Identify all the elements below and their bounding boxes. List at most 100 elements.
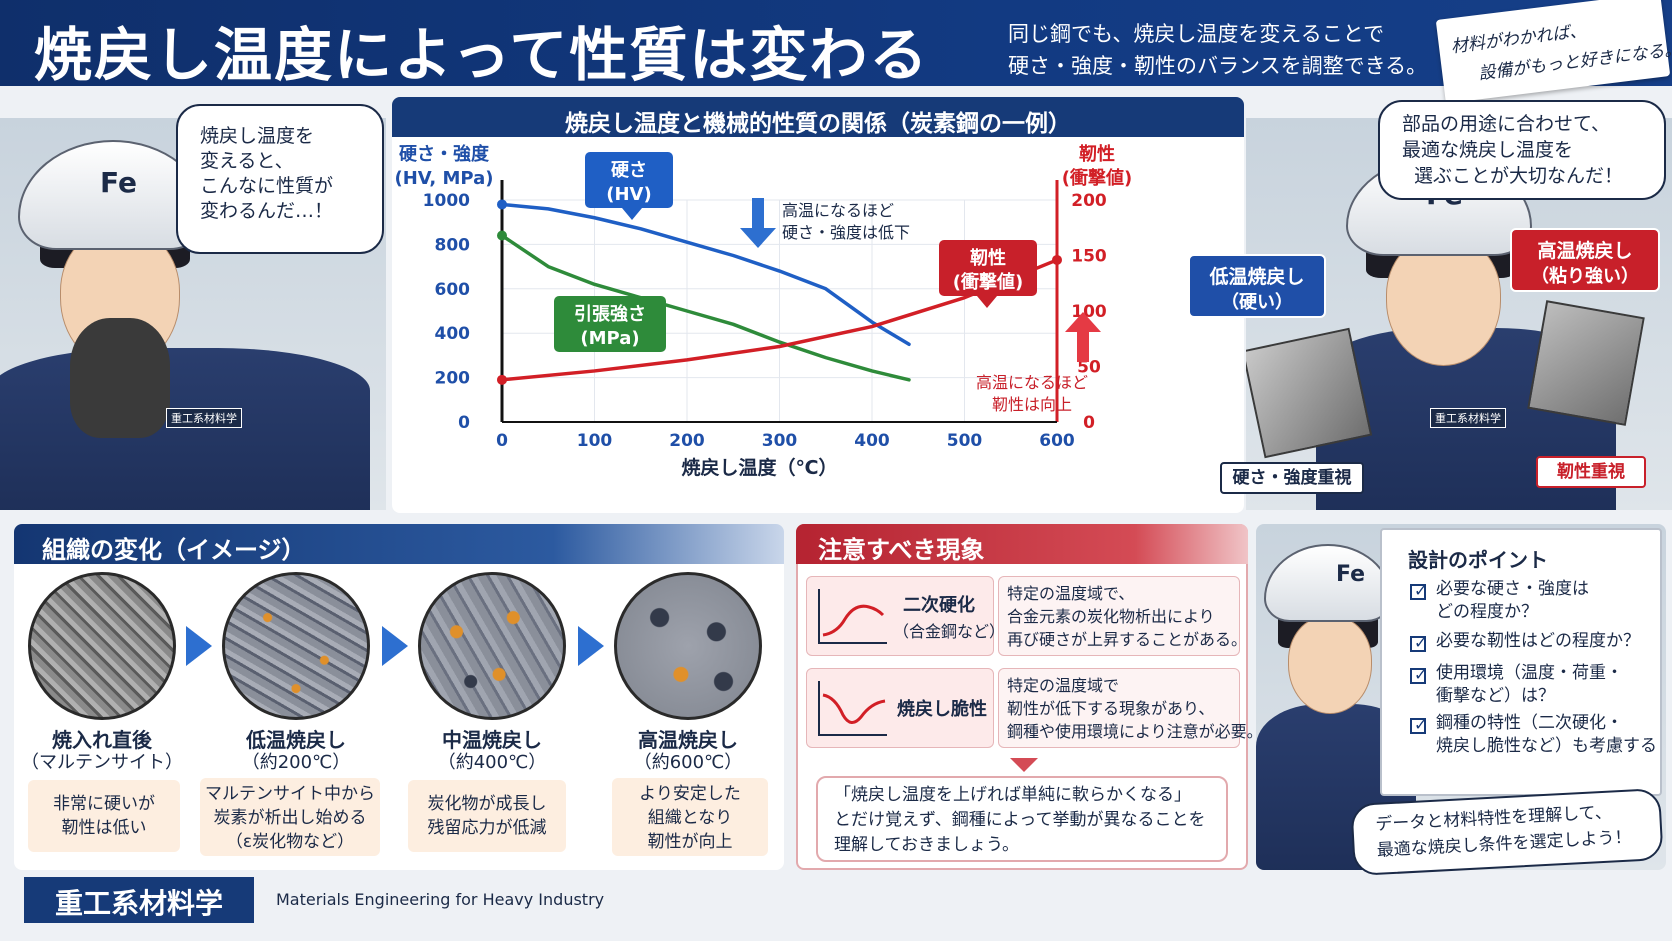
temper-embrittlement-desc-line-2: 靭性が低下する現象があり、	[1007, 699, 1215, 718]
design-point-4-line-2: 焼戻し脆性など）も考慮する	[1436, 736, 1657, 756]
stage-4-desc-line-3: 靭性が向上	[647, 832, 733, 852]
stage-2-desc-line-2: 炭素が析出し始める	[213, 808, 367, 828]
structure-header-bar	[14, 524, 784, 564]
low-temp-label-line-1: 低温焼戻し	[1209, 266, 1305, 288]
low-temp-steel-block-icon	[1246, 327, 1373, 459]
stage-3-microstructure-icon	[418, 572, 566, 720]
stage-3-desc-line-1: 炭化物が成長し	[427, 794, 547, 814]
y-tick-label-left: 0	[458, 413, 470, 433]
left-glove-icon	[70, 318, 170, 438]
secondary-hardening-graph-icon	[818, 589, 887, 644]
x-tick-label: 400	[854, 431, 890, 451]
stage-3-name: 中温焼戻し	[442, 728, 542, 752]
chart-title: 焼戻し温度と機械的性質の関係（炭素鋼の一例）	[565, 111, 1071, 137]
design-character-face	[1288, 616, 1372, 714]
tensile-label-line-1: 引張強さ	[574, 303, 646, 325]
checkbox-icon: ✓	[1410, 665, 1427, 684]
stage-2-name: 低温焼戻し	[246, 728, 346, 752]
stage-4-microstructure-icon	[614, 572, 762, 720]
secondary-hardening-box: 二次硬化 （合金鋼など）	[806, 576, 1005, 656]
chart-header-bar	[392, 97, 1244, 137]
secondary-hardening-name: 二次硬化	[903, 595, 975, 616]
footer-badge	[24, 877, 254, 923]
series-end-point-2	[1052, 254, 1062, 265]
temper-embrittlement-desc-box: 特定の温度域で 靭性が低下する現象があり、 鋼種や使用環境により注意が必要。	[998, 668, 1263, 748]
series-line-2	[500, 258, 1059, 382]
x-tick-label: 300	[762, 431, 798, 451]
note-line-2: とだけ覚えず、鋼種によって挙動が異なることを	[834, 810, 1206, 830]
stage-3-desc-line-2: 残留応力が低減	[427, 818, 547, 838]
series-line-0	[500, 202, 911, 347]
chart-card	[392, 97, 1244, 513]
note-line-1: 「焼戻し温度を上げれば単純に軟らかくなる」	[834, 785, 1191, 805]
tensile-label-line-2: (MPa)	[580, 328, 639, 349]
note-line-3: 理解しておきましょう。	[834, 835, 1019, 855]
hardness-label-box	[585, 152, 673, 208]
low-temp-tag: 硬さ・強度重視	[1220, 462, 1364, 494]
secondary-hardening-desc-line-3: 再び硬さが上昇することがある。	[1007, 630, 1248, 649]
phenomena-note-box: 「焼戻し温度を上げれば単純に軟らかくなる」 とだけ覚えず、鋼種によって挙動が異な…	[816, 776, 1228, 862]
left-helmet-label: Fe	[100, 166, 137, 199]
stage-3-sub: （約400℃）	[437, 752, 547, 773]
design-points-title: 設計のポイント	[1408, 548, 1548, 572]
design-point-3-line-1: 使用環境（温度・荷重・	[1436, 663, 1623, 683]
subtitle-line-2: 硬さ・強度・靭性のバランスを調整できる。	[1008, 54, 1428, 78]
toughness-label-line-2: (衝撃値)	[953, 271, 1023, 293]
stage-1-microstructure-icon	[28, 572, 176, 720]
left-character-uniform	[0, 348, 370, 510]
y-tick-label-right: 0	[1083, 413, 1095, 433]
stage-3-desc: 炭化物が成長し 残留応力が低減	[408, 780, 566, 852]
stage-2-desc-line-1: マルテンサイト中から	[205, 784, 375, 804]
header-bar	[0, 0, 1672, 86]
design-point-2-line-1: 必要な靭性はどの程度か？	[1436, 631, 1640, 651]
decrease-annotation-line-2: 硬さ・強度は低下	[782, 223, 910, 242]
temper-embrittlement-name: 焼戻し脆性	[897, 699, 987, 720]
stage-4-desc-line-1: より安定した	[639, 784, 741, 804]
x-tick-label: 0	[496, 431, 508, 451]
phenomena-header-bar	[796, 524, 1248, 564]
right-bubble-line-3: 選ぶことが大切なんだ！	[1414, 165, 1624, 187]
high-temp-label-box: 高温焼戻し （粘り強い）	[1510, 228, 1660, 292]
design-point-1-line-1: 必要な硬さ・強度は	[1436, 579, 1589, 599]
footer-english-text: Materials Engineering for Heavy Industry	[276, 890, 605, 909]
subtitle-line-1: 同じ鋼でも、焼戻し温度を変えることで	[1008, 22, 1385, 46]
series-start-point-2	[497, 374, 507, 385]
toughness-label-pointer	[977, 296, 997, 308]
series-line-1	[500, 233, 911, 382]
right-speech-bubble: 部品の用途に合わせて、 最適な焼戻し温度を 選ぶことが大切なんだ！	[1378, 100, 1666, 200]
stage-2-desc: マルテンサイト中から 炭素が析出し始める （ε炭化物など）	[200, 778, 380, 856]
x-tick-label: 200	[669, 431, 705, 451]
stage-arrow-1-icon	[186, 626, 212, 666]
y-axis-label-right-line-1: 靭性	[1079, 143, 1115, 165]
decrease-arrow-icon	[740, 198, 776, 248]
temper-embrittlement-graph-icon	[818, 681, 887, 736]
temper-embrittlement-desc-line-3: 鋼種や使用環境により注意が必要。	[1007, 722, 1263, 741]
low-temp-label-line-2: （硬い）	[1221, 292, 1293, 313]
design-helmet-icon	[1264, 544, 1392, 622]
y-tick-label-right: 50	[1077, 358, 1101, 378]
toughness-label-box	[939, 240, 1037, 296]
x-tick-label: 600	[1039, 431, 1075, 451]
left-bubble-line-1: 焼戻し温度を	[200, 125, 315, 147]
stage-1-sub: （マルテンサイト）	[21, 752, 183, 773]
hardness-label-line-1: 硬さ	[611, 160, 647, 181]
y-tick-label-left: 800	[435, 235, 471, 255]
stage-4-desc: より安定した 組織となり 靭性が向上	[612, 778, 768, 856]
stage-1-desc-line-1: 非常に硬いが	[53, 794, 155, 814]
increase-arrow-icon	[1065, 312, 1101, 362]
high-temp-steel-block-icon	[1527, 300, 1645, 426]
y-axis-label-left-line-1: 硬さ・強度	[399, 143, 490, 165]
phenomena-title: 注意すべき現象	[818, 536, 985, 564]
checkbox-icon: ✓	[1410, 633, 1427, 652]
stage-arrow-2-icon	[382, 626, 408, 666]
high-temp-label-line-1: 高温焼戻し	[1537, 240, 1633, 262]
high-temp-tag: 靭性重視	[1536, 456, 1646, 488]
hardness-label-pointer	[622, 208, 642, 220]
right-name-patch: 重工系材料学	[1430, 408, 1506, 428]
temper-embrittlement-box: 焼戻し脆性	[806, 668, 994, 748]
stage-2-desc-line-3: （ε炭化物など）	[225, 832, 355, 852]
low-temp-label-box: 低温焼戻し （硬い）	[1188, 254, 1326, 318]
y-tick-label-right: 150	[1071, 247, 1107, 267]
tensile-label-box	[554, 296, 666, 352]
y-tick-label-left: 200	[435, 369, 471, 389]
